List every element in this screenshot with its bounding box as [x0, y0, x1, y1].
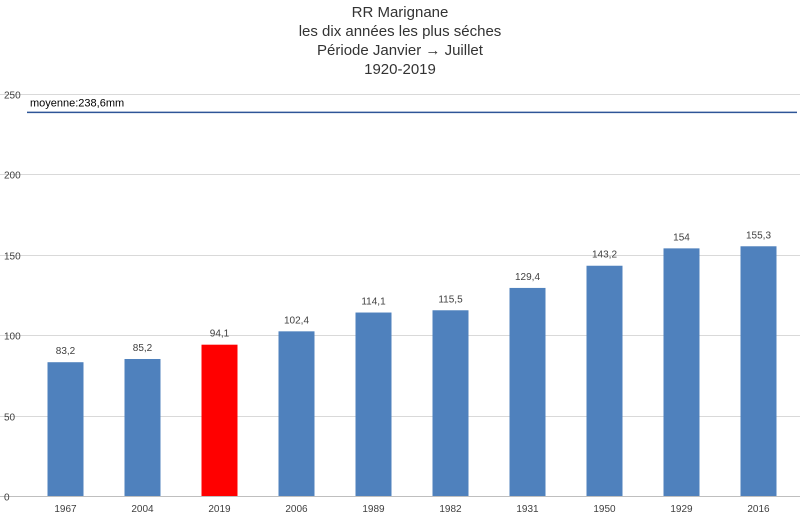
bar-1950: [586, 265, 623, 496]
bar-1967: [47, 362, 84, 496]
data-label-1967: 83,2: [56, 346, 76, 357]
data-label-2004: 85,2: [133, 343, 153, 354]
x-tick-label-1950: 1950: [593, 504, 616, 515]
x-axis-tick-labels: 1967 2004 2019 2006 1989 1982 1931 1950 1929 2016: [54, 504, 770, 515]
chart-title-main: RR Marignane: [352, 4, 449, 21]
x-tick-label-1989: 1989: [362, 504, 385, 515]
bar-2004: [124, 358, 161, 496]
x-tick-label-1967: 1967: [54, 504, 77, 515]
data-label-2006: 102,4: [284, 315, 309, 326]
x-tick-label-2016: 2016: [747, 504, 770, 515]
bar-2019: [201, 344, 238, 496]
bar-1982: [432, 310, 469, 496]
x-tick-label-1982: 1982: [439, 504, 462, 515]
data-label-2019: 94,1: [210, 329, 230, 340]
data-label-1982: 115,5: [438, 294, 463, 305]
data-label-1929: 154: [673, 232, 690, 243]
bar-1931: [509, 287, 546, 496]
chart-subtitle-line-2: Période Janvier → Juillet: [317, 42, 484, 59]
data-label-2016: 155,3: [746, 230, 771, 241]
y-tick-label: 150: [4, 252, 21, 263]
data-labels: 83,2 85,2 94,1 102,4 114,1 115,5 129,4 143,2 154…: [56, 230, 772, 357]
bars: [47, 246, 777, 496]
bar-2006: [278, 331, 315, 496]
y-tick-label: 100: [4, 332, 21, 343]
data-label-1989: 114,1: [361, 297, 386, 308]
x-tick-label-1931: 1931: [516, 504, 539, 515]
average-reference-label: moyenne:238,6mm: [30, 97, 124, 109]
chart-subtitle-line-1: les dix années les plus séches: [299, 23, 502, 40]
y-tick-label: 0: [4, 493, 10, 504]
data-label-1931: 129,4: [515, 272, 540, 283]
x-tick-label-2019: 2019: [208, 504, 231, 515]
y-tick-label: 200: [4, 171, 21, 182]
bar-1929: [663, 248, 700, 496]
y-axis-tick-labels: 0 50 100 150 200 250: [4, 91, 21, 504]
bar-1989: [355, 312, 392, 496]
bar-2016: [740, 246, 777, 496]
chart-subtitle-line-3: 1920-2019: [364, 61, 436, 78]
data-label-1950: 143,2: [592, 250, 617, 261]
x-tick-label-2006: 2006: [285, 504, 308, 515]
x-tick-label-1929: 1929: [670, 504, 693, 515]
y-tick-label: 50: [4, 413, 16, 424]
y-tick-label: 250: [4, 91, 21, 102]
chart-title: RR Marignane les dix années les plus séc…: [299, 4, 502, 78]
reference-line-group: moyenne:238,6mm: [27, 97, 797, 114]
x-tick-label-2004: 2004: [131, 504, 154, 515]
